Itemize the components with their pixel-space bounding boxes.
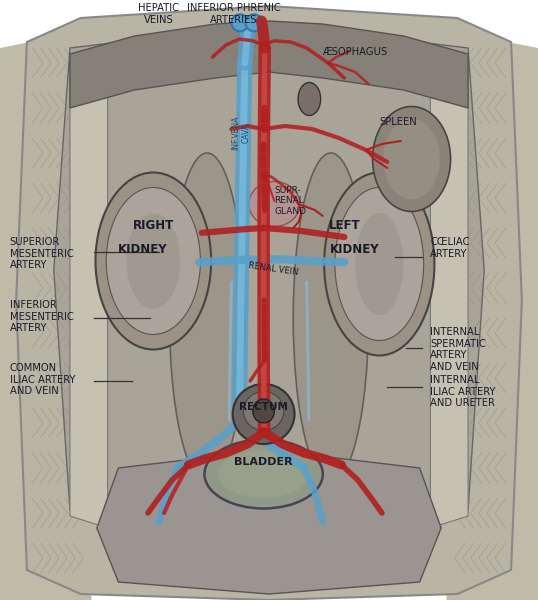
Text: KIDNEY: KIDNEY xyxy=(118,243,167,256)
Text: RENAL VEIN: RENAL VEIN xyxy=(247,261,299,277)
Text: BLADDER: BLADDER xyxy=(235,457,293,467)
Text: KIDNEY: KIDNEY xyxy=(330,243,380,256)
Circle shape xyxy=(231,14,249,31)
Ellipse shape xyxy=(298,82,321,115)
Ellipse shape xyxy=(232,384,295,444)
Ellipse shape xyxy=(204,439,323,509)
Ellipse shape xyxy=(106,187,200,335)
Polygon shape xyxy=(54,24,484,540)
Ellipse shape xyxy=(293,153,369,483)
Polygon shape xyxy=(447,30,538,600)
Ellipse shape xyxy=(218,450,309,498)
Ellipse shape xyxy=(126,213,180,309)
Text: INFERIOR
MESENTERIC
ARTERY: INFERIOR MESENTERIC ARTERY xyxy=(10,300,73,333)
Ellipse shape xyxy=(324,173,434,355)
Polygon shape xyxy=(70,54,108,528)
Polygon shape xyxy=(70,21,468,108)
Polygon shape xyxy=(0,30,91,600)
Ellipse shape xyxy=(372,107,450,211)
Polygon shape xyxy=(430,54,468,528)
Ellipse shape xyxy=(169,153,245,483)
Text: RIGHT: RIGHT xyxy=(133,219,174,232)
Ellipse shape xyxy=(243,392,284,431)
Text: INTERNAL
ILIAC ARTERY
AND URETER: INTERNAL ILIAC ARTERY AND URETER xyxy=(430,375,496,408)
Text: SUPERIOR
MESENTERIC
ARTERY: SUPERIOR MESENTERIC ARTERY xyxy=(10,237,73,270)
Text: INF.VENA
CAVA: INF.VENA CAVA xyxy=(231,115,250,150)
Ellipse shape xyxy=(249,181,300,226)
Text: SPLEEN: SPLEEN xyxy=(379,117,417,127)
Text: CŒLIAC
ARTERY: CŒLIAC ARTERY xyxy=(430,237,470,259)
Text: HEPATIC
VEINS: HEPATIC VEINS xyxy=(138,3,179,25)
Text: SUPR-
RENAL
GLAND: SUPR- RENAL GLAND xyxy=(274,186,306,216)
Text: INFERIOR PHRENIC
ARTERIES: INFERIOR PHRENIC ARTERIES xyxy=(187,3,281,25)
Ellipse shape xyxy=(95,173,211,349)
Ellipse shape xyxy=(355,213,404,315)
Text: RECTUM: RECTUM xyxy=(239,402,288,412)
Text: LEFT: LEFT xyxy=(329,219,360,232)
Ellipse shape xyxy=(335,187,423,340)
Ellipse shape xyxy=(253,399,274,423)
Polygon shape xyxy=(97,450,441,594)
Polygon shape xyxy=(16,6,522,600)
Circle shape xyxy=(245,14,263,31)
Text: COMMON
ILIAC ARTERY
AND VEIN: COMMON ILIAC ARTERY AND VEIN xyxy=(10,363,75,396)
Text: ÆSOPHAGUS: ÆSOPHAGUS xyxy=(323,47,388,57)
Ellipse shape xyxy=(383,118,440,199)
Text: INTERNAL
SPERMATIC
ARTERY
AND VEIN: INTERNAL SPERMATIC ARTERY AND VEIN xyxy=(430,327,486,372)
